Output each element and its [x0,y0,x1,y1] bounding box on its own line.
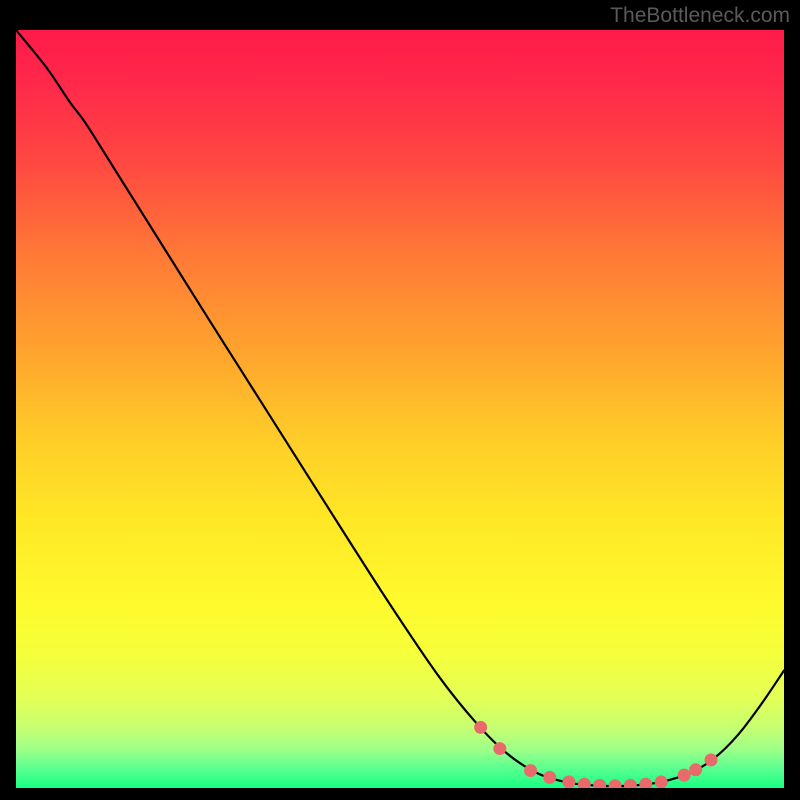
curve-marker [689,763,702,776]
curve-marker [474,721,487,734]
curve-marker [493,742,506,755]
curve-marker [609,779,622,792]
curve-marker [524,764,537,777]
curve-marker [593,779,606,792]
curve-marker [639,778,652,791]
bottleneck-chart [0,0,800,800]
curve-marker [655,775,668,788]
curve-marker [705,753,718,766]
curve-marker [562,775,575,788]
curve-marker [543,771,556,784]
curve-marker [578,778,591,791]
curve-marker [624,779,637,792]
curve-marker [678,769,691,782]
gradient-background [16,30,784,788]
